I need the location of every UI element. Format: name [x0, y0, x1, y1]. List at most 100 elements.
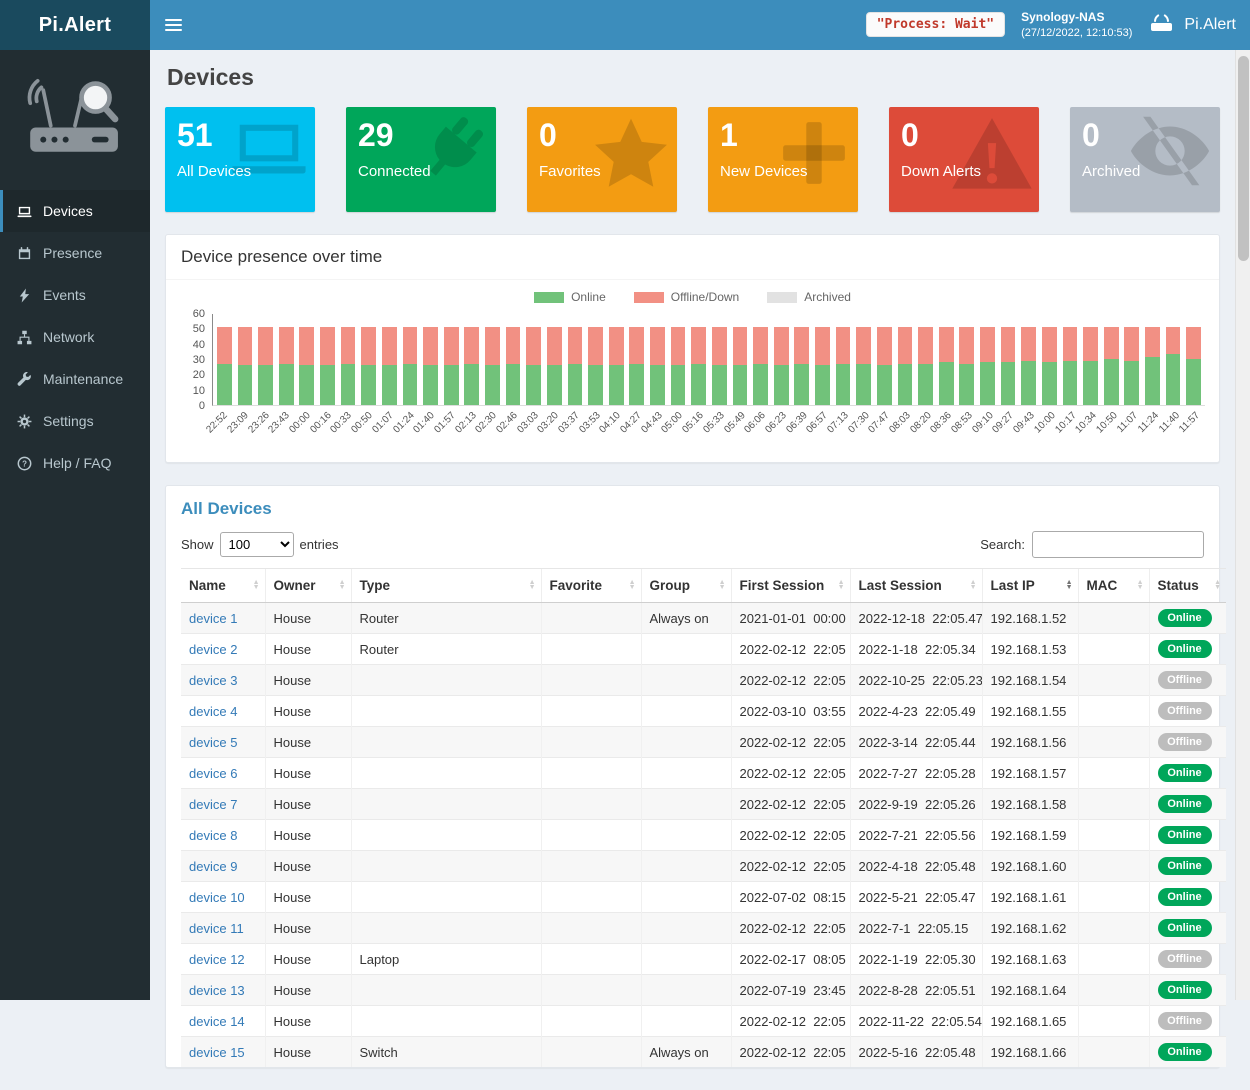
chart-bar[interactable]	[730, 326, 751, 405]
info-box-favorites[interactable]: 0 Favorites	[527, 107, 677, 212]
device-link[interactable]: device 10	[189, 889, 245, 905]
chart-bar[interactable]	[276, 326, 297, 405]
chart-bar[interactable]	[750, 326, 771, 405]
info-box-down-alerts[interactable]: 0 Down Alerts	[889, 107, 1039, 212]
legend-item-offline-down[interactable]: Offline/Down	[633, 290, 739, 304]
chart-bar[interactable]	[317, 326, 338, 405]
chart-bar[interactable]	[1080, 326, 1101, 405]
cell-name: device 11	[181, 912, 265, 944]
chart-bar[interactable]	[627, 326, 648, 405]
sidebar-item-help-faq[interactable]: ? Help / FAQ	[0, 442, 150, 484]
info-box-new-devices[interactable]: 1 New Devices	[708, 107, 858, 212]
device-link[interactable]: device 5	[189, 734, 238, 750]
chart-bar[interactable]	[668, 326, 689, 405]
column-header-mac[interactable]: MAC ▲ ▼	[1077, 568, 1149, 603]
chart-bar[interactable]	[482, 326, 503, 405]
device-link[interactable]: device 14	[189, 1013, 245, 1029]
chart-bar[interactable]	[957, 326, 978, 405]
sidebar-item-presence[interactable]: Presence	[0, 232, 150, 274]
chart-bar[interactable]	[523, 326, 544, 405]
cell-mac	[1077, 602, 1149, 634]
sidebar-item-events[interactable]: Events	[0, 274, 150, 316]
column-header-last_session[interactable]: Last Session ▲ ▼	[849, 568, 982, 603]
chart-bar[interactable]	[503, 326, 524, 405]
table-row: device 2 House Router 2022-02-12 22:05 2022-…	[181, 633, 1226, 665]
chart-bar[interactable]	[1018, 326, 1039, 405]
chart-bar[interactable]	[565, 326, 586, 405]
chart-bar[interactable]	[1060, 326, 1081, 405]
chart-bar[interactable]	[833, 326, 854, 405]
chart-bar[interactable]	[709, 326, 730, 405]
device-link[interactable]: device 13	[189, 982, 245, 998]
device-link[interactable]: device 7	[189, 796, 238, 812]
table-row: device 6 House 2022-02-12 22:05 2022-7-27 2…	[181, 757, 1226, 789]
chart-bar[interactable]	[1122, 326, 1143, 405]
device-link[interactable]: device 4	[189, 703, 238, 719]
chart-bar[interactable]	[338, 326, 359, 405]
chart-bar[interactable]	[895, 326, 916, 405]
column-header-status[interactable]: Status ▲ ▼	[1148, 568, 1226, 603]
chart-bar[interactable]	[214, 326, 235, 405]
device-link[interactable]: device 3	[189, 672, 238, 688]
chart-bar[interactable]	[1183, 326, 1204, 405]
entries-select[interactable]: 100	[219, 532, 294, 557]
scrollbar-thumb[interactable]	[1238, 56, 1249, 261]
device-link[interactable]: device 6	[189, 765, 238, 781]
legend-item-online[interactable]: Online	[534, 290, 606, 304]
chart-bar[interactable]	[297, 326, 318, 405]
info-box-connected[interactable]: 29 Connected	[346, 107, 496, 212]
chart-bar[interactable]	[1142, 326, 1163, 405]
info-box-archived[interactable]: 0 Archived	[1070, 107, 1220, 212]
column-header-type[interactable]: Type ▲ ▼	[350, 568, 541, 603]
chart-bar[interactable]	[998, 326, 1019, 405]
device-link[interactable]: device 15	[189, 1044, 245, 1060]
info-box-all-devices[interactable]: 51 All Devices	[165, 107, 315, 212]
chart-bar[interactable]	[874, 326, 895, 405]
sidebar-item-settings[interactable]: Settings	[0, 400, 150, 442]
chart-bar[interactable]	[606, 326, 627, 405]
chart-bar[interactable]	[688, 326, 709, 405]
chart-bar[interactable]	[441, 326, 462, 405]
chart-bar[interactable]	[792, 326, 813, 405]
device-link[interactable]: device 11	[189, 920, 244, 936]
sidebar-item-network[interactable]: Network	[0, 316, 150, 358]
device-link[interactable]: device 1	[189, 610, 238, 626]
chart-bar[interactable]	[1039, 326, 1060, 405]
chart-bar[interactable]	[585, 326, 606, 405]
sidebar-item-devices[interactable]: Devices	[0, 190, 150, 232]
column-header-first_session[interactable]: First Session ▲ ▼	[730, 568, 850, 603]
header-brand-right[interactable]: Pi.Alert	[1148, 12, 1236, 38]
device-link[interactable]: device 12	[189, 951, 245, 967]
chart-bar[interactable]	[915, 326, 936, 405]
brand-logo[interactable]: Pi.Alert	[0, 0, 150, 50]
chart-bar[interactable]	[462, 326, 483, 405]
chart-bar[interactable]	[771, 326, 792, 405]
device-link[interactable]: device 2	[189, 641, 238, 657]
chart-bar[interactable]	[420, 326, 441, 405]
chart-bar[interactable]	[379, 326, 400, 405]
x-tick-label: 11:57	[1177, 410, 1203, 435]
chart-bar[interactable]	[255, 326, 276, 405]
device-link[interactable]: device 9	[189, 858, 238, 874]
column-header-name[interactable]: Name ▲ ▼	[181, 568, 265, 603]
chart-bar[interactable]	[235, 326, 256, 405]
chart-bar[interactable]	[647, 326, 668, 405]
chart-bar[interactable]	[1163, 326, 1184, 405]
column-header-last_ip[interactable]: Last IP ▲ ▼	[981, 568, 1078, 603]
search-input[interactable]	[1032, 531, 1204, 558]
column-header-favorite[interactable]: Favorite ▲ ▼	[540, 568, 641, 603]
chart-bar[interactable]	[400, 326, 421, 405]
chart-bar[interactable]	[358, 326, 379, 405]
legend-item-archived[interactable]: Archived	[767, 290, 851, 304]
column-header-group[interactable]: Group ▲ ▼	[640, 568, 731, 603]
chart-bar[interactable]	[544, 326, 565, 405]
chart-bar[interactable]	[936, 326, 957, 405]
column-header-owner[interactable]: Owner ▲ ▼	[264, 568, 351, 603]
chart-bar[interactable]	[977, 326, 998, 405]
chart-bar[interactable]	[812, 326, 833, 405]
chart-bar[interactable]	[853, 326, 874, 405]
device-link[interactable]: device 8	[189, 827, 238, 843]
chart-bar[interactable]	[1101, 326, 1122, 405]
menu-toggle-button[interactable]	[150, 0, 196, 50]
sidebar-item-maintenance[interactable]: Maintenance	[0, 358, 150, 400]
